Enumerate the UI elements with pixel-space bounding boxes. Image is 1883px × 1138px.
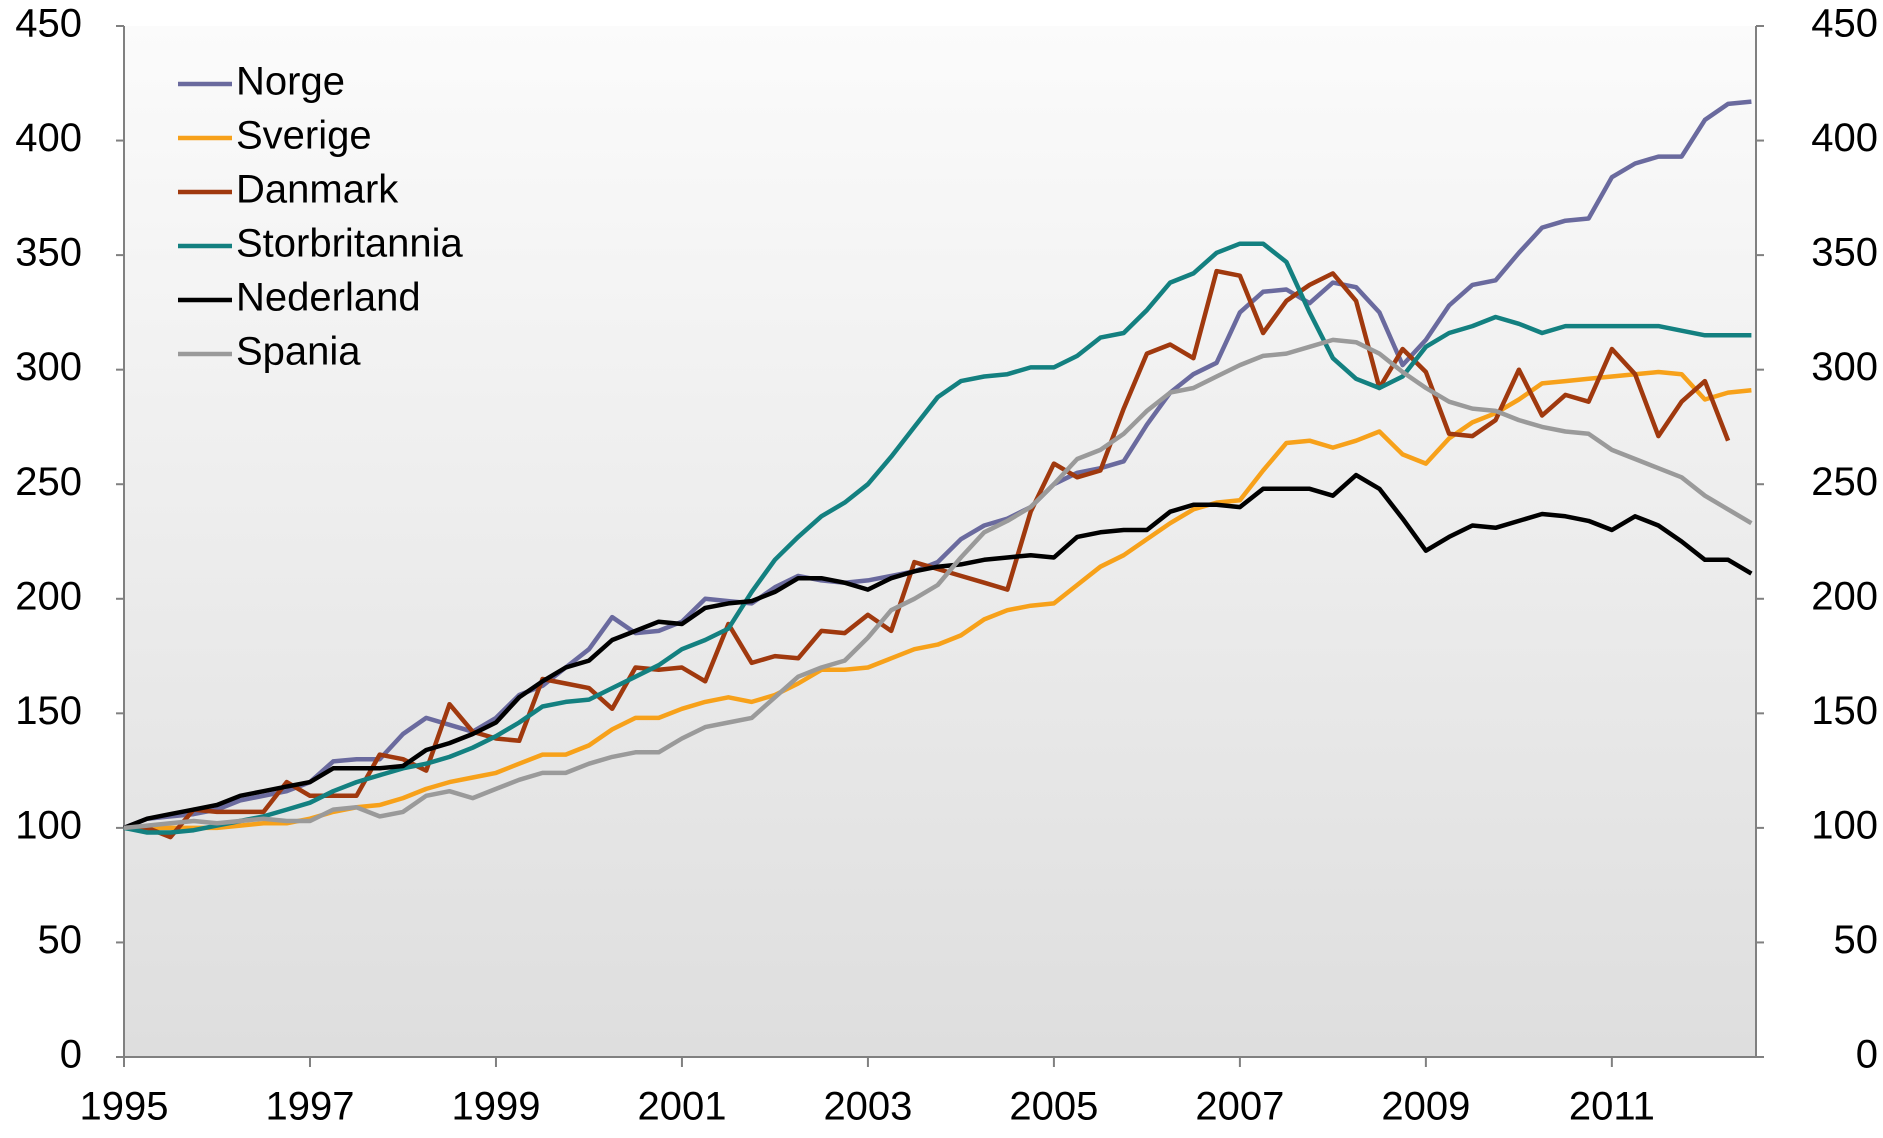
x-tick-label: 1999 [451,1085,540,1129]
legend-label: Sverige [236,114,372,158]
x-tick-label: 1997 [265,1085,354,1129]
x-tick-label: 2005 [1009,1085,1098,1129]
y2-tick-label: 350 [1811,231,1878,275]
y2-tick-label: 100 [1811,803,1878,847]
y-tick-label: 150 [15,689,82,733]
y2-tick-label: 250 [1811,460,1878,504]
y2-tick-label: 450 [1811,2,1878,46]
y2-tick-label: 0 [1856,1033,1878,1077]
x-tick-label: 2009 [1381,1085,1470,1129]
legend-label: Norge [236,60,345,104]
plot-area [124,26,1756,1057]
x-tick-label: 2007 [1195,1085,1284,1129]
y2-tick-label: 300 [1811,345,1878,389]
series-line [123,337,1753,831]
y2-tick-label: 200 [1811,574,1878,618]
y2-tick-label: 50 [1834,918,1879,962]
y-tick-label: 50 [38,918,83,962]
y-tick-label: 350 [15,231,82,275]
y-tick-label: 400 [15,116,82,160]
x-tick-label: 2011 [1569,1085,1655,1129]
legend-label: Storbritannia [236,222,464,266]
y-tick-label: 300 [15,345,82,389]
series-line [123,241,1752,835]
y-tick-label: 450 [15,2,82,46]
legend-label: Nederland [236,276,421,320]
legend-label: Spania [236,330,361,374]
y-tick-label: 200 [15,574,82,618]
series-line [123,99,1752,830]
legend-label: Danmark [236,168,399,212]
series-line [124,369,1752,831]
y-tick-label: 250 [15,460,82,504]
x-tick-label: 2001 [637,1085,726,1129]
series-line [124,268,1731,840]
series-line [123,472,1753,830]
y-tick-label: 100 [15,803,82,847]
y-tick-label: 0 [60,1033,82,1077]
y2-tick-label: 150 [1811,689,1878,733]
x-tick-label: 2003 [823,1085,912,1129]
y2-tick-label: 400 [1811,116,1878,160]
x-tick-label: 1995 [80,1085,169,1129]
